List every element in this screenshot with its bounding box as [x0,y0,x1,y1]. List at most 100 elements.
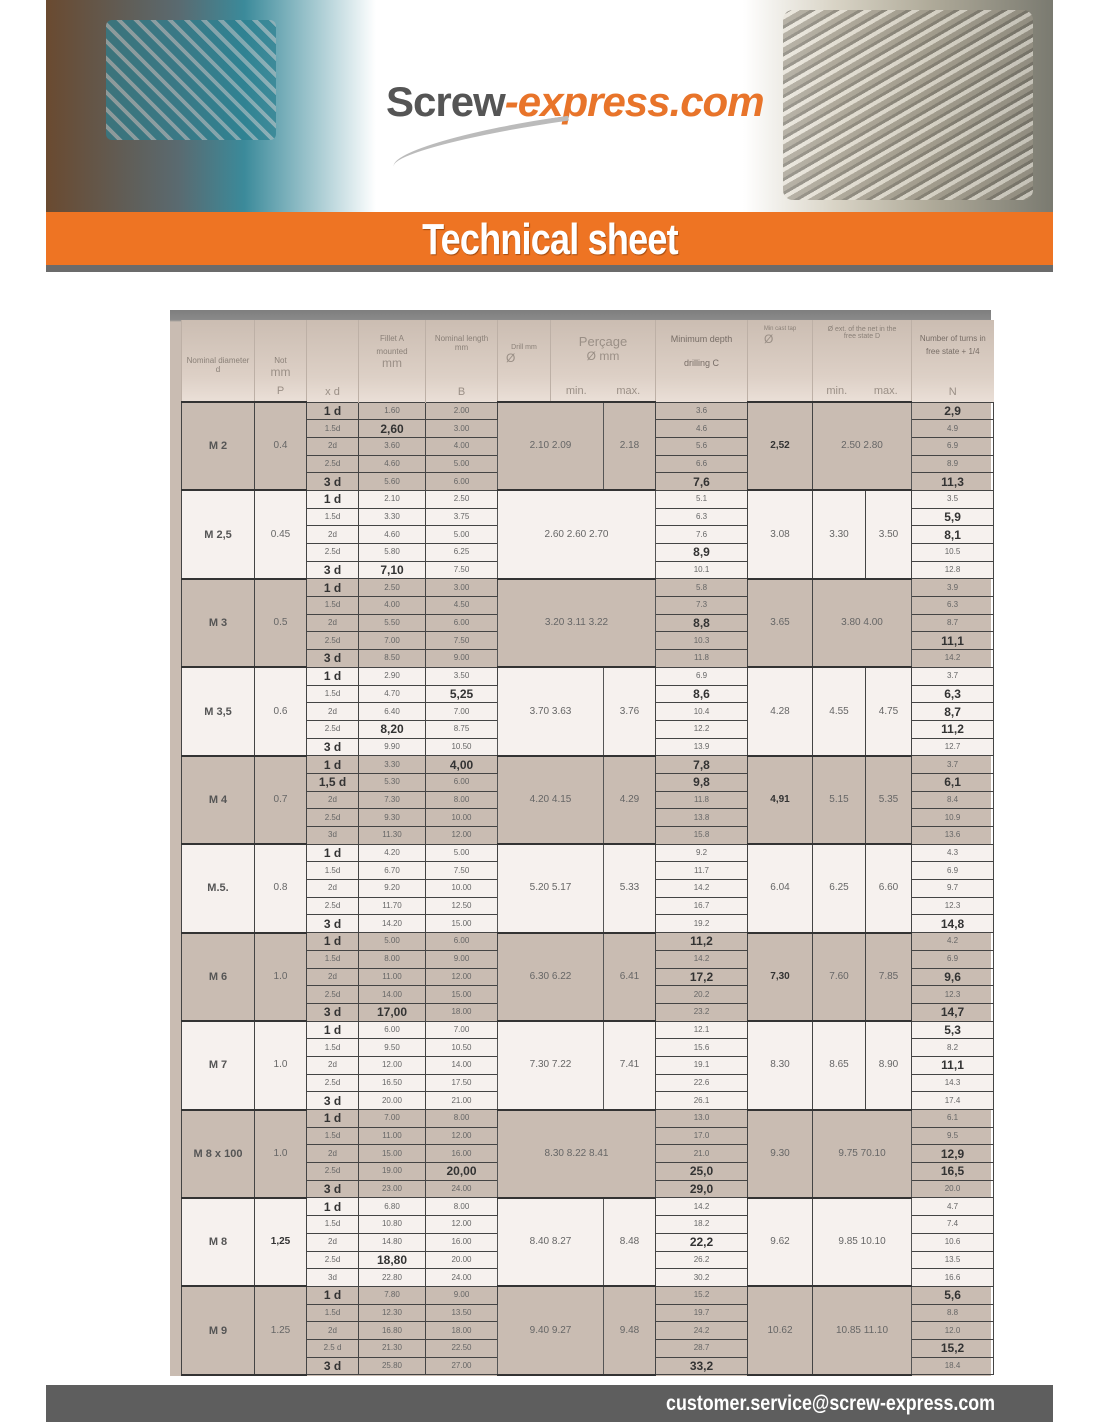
xd-cell: 1.5d [306,1215,359,1234]
xd-cell: 2d [306,436,359,456]
drill-percage-cell: 3.20 3.11 3.22 [496,577,657,669]
xd-cell: 1 d [306,666,359,686]
depth-cell: 17,2 [655,967,749,987]
xd-cell: 1 d [306,1197,359,1217]
xd-cell: 2d [306,790,359,810]
turns-cell: 6.1 [911,1109,995,1128]
xd-cell: 2d [306,967,359,987]
pitch-cell: 0.6 [254,666,307,757]
fillet-cell: 6.00 [358,1020,426,1040]
pitch-cell: 0.4 [254,400,307,492]
table-row: 2.5d 11.70 12.50 16.7 12.3 [182,896,995,916]
turns-cell: 6.3 [911,596,995,615]
length-cell: 18.00 [425,1002,498,1022]
tap-cell: 6.04 [747,843,814,934]
nominal-diameter-cell: M 2 [181,400,255,492]
fillet-cell: 8.50 [358,649,426,668]
percage-max-cell: 7.41 [602,1020,657,1111]
fillet-cell: 25.80 [358,1356,426,1376]
depth-cell: 6.3 [655,507,749,527]
contact-email[interactable]: customer.service@screw-express.com [666,1392,995,1415]
nominal-diameter-cell: M 9 [181,1285,255,1376]
depth-cell: 9.2 [655,843,749,863]
header-label: drilling C [684,358,720,368]
length-cell: 3.00 [425,578,498,598]
table-row: M 6 1.0 1 d 5.00 6.00 6.30 6.22 6.41 11,2 7,30 7.… [181,931,995,1023]
length-cell: 22.50 [425,1338,498,1358]
header-xd: x d [306,320,359,402]
depth-cell: 15.6 [655,1038,749,1057]
header-label: Drill mm [511,344,537,351]
xd-cell: 3 d [306,560,359,580]
depth-cell: 26.1 [655,1091,749,1110]
turns-cell: 4.3 [911,843,995,863]
turns-cell: 8.9 [911,454,995,474]
xd-cell: 3 d [306,472,359,491]
xd-cell: 2d [306,1232,359,1252]
turns-cell: 12.8 [911,560,995,580]
header-label: max. [873,385,898,397]
turns-cell: 4.2 [911,932,995,951]
fillet-cell: 11.00 [358,967,426,987]
drill-percage-cell: 8.30 8.22 8.41 [496,1108,657,1199]
depth-cell: 17.0 [655,1126,749,1146]
fillet-cell: 6.70 [358,861,426,881]
length-cell: 6.00 [425,472,498,491]
fillet-cell: 12.00 [358,1055,426,1075]
header-min-tap: Min cast tap Ø [747,320,813,402]
turns-cell: 4.9 [911,419,995,438]
table-row: 2d 16.80 18.00 24.2 12.0 [182,1321,995,1340]
length-cell: 20.00 [425,1250,498,1270]
xd-cell: 2d [306,525,359,544]
depth-cell: 23.2 [655,1002,749,1022]
xd-cell: 2d [306,879,359,898]
depth-cell: 20.2 [655,985,749,1004]
table-row: 2.5d 5.80 6.25 8,9 10.5 [182,543,995,562]
xd-cell: 2.5d [306,631,359,651]
header-drill: Drill mm Ø [497,320,551,402]
header-label: Perçage [578,334,628,349]
table-row: M 8 x 100 1.0 1 d 7.00 8.00 8.30 8.22 8.41 13.… [181,1108,995,1199]
ext-diameter-max-cell: 6.60 [865,843,913,934]
xd-cell: 3 d [306,1091,359,1110]
nominal-diameter-cell: M 3 [181,577,255,669]
xd-cell: 1.5d [306,1038,359,1057]
turns-cell: 8.4 [911,790,995,810]
tap-cell: 2,52 [747,400,814,492]
length-cell: 4.00 [425,436,498,456]
table-row: 2.5d 14.00 15.00 20.2 12.3 [182,985,995,1004]
depth-cell: 7,6 [655,472,749,491]
xd-cell: 1 d [306,1020,359,1040]
xd-cell: 2d [306,1055,359,1075]
fillet-cell: 11.00 [358,1126,426,1146]
turns-cell: 9.5 [911,1126,995,1146]
fillet-cell: 21.30 [358,1338,426,1358]
table-row: 2.5d 18,80 20.00 26.2 13.5 [182,1250,995,1270]
table-row: M 2 0.4 1 d 1.60 2.00 2.10 2.09 2.18 3.6 2,52 2.5… [181,400,995,492]
depth-cell: 19.7 [655,1303,749,1323]
turns-cell: 4.7 [911,1197,995,1217]
header-label: mounted [376,347,408,356]
fillet-cell: 2.10 [358,489,426,509]
table-row: M 8 1,25 1 d 6.80 8.00 8.40 8.27 8.48 14.2 9.62 9… [181,1196,995,1288]
header-label: Number of turns in [919,334,986,343]
fillet-cell: 11.30 [358,826,426,845]
turns-cell: 16.6 [911,1268,995,1287]
table-row: 1.5d 4.70 5,25 8,6 6,3 [182,684,995,704]
depth-cell: 24.2 [655,1321,749,1340]
depth-cell: 7.6 [655,525,749,544]
length-cell: 7.50 [425,861,498,881]
length-cell: 5.00 [425,454,498,474]
header-label: free state + 1/4 [925,347,980,356]
length-cell: 24.00 [425,1179,498,1199]
fillet-cell: 4.20 [358,843,426,863]
tap-cell: 4,91 [747,754,814,846]
ext-diameter-max-cell: 5.35 [865,754,913,846]
header-label: Minimum depth [670,334,733,344]
length-cell: 16.00 [425,1232,498,1252]
table-row: 2d 4.60 5.00 7.6 8,1 [182,525,995,544]
depth-cell: 8,8 [655,613,749,633]
xd-cell: 3 d [306,1002,359,1022]
table-row: M 2,5 0.45 1 d 2.10 2.50 2.60 2.60 2.70 5.1 3.0… [181,489,995,580]
table-row: 2d 15.00 16.00 21.0 12,9 [182,1144,995,1164]
